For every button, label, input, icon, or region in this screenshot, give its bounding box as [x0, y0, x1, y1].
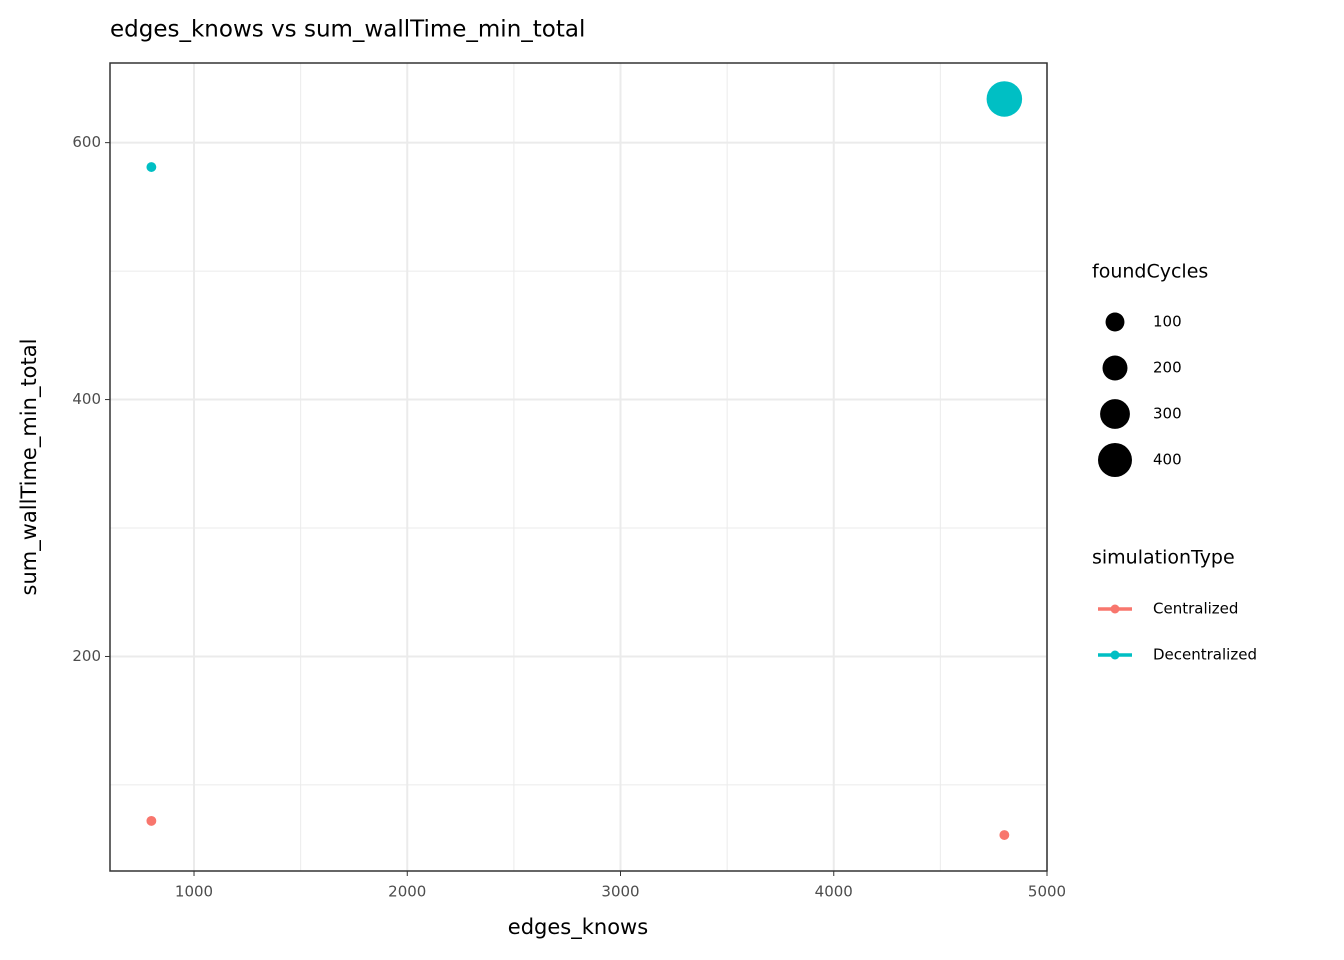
point: [146, 162, 157, 172]
legend-key-point: [1110, 604, 1120, 614]
y-tick-label: 400: [72, 390, 101, 408]
point: [999, 830, 1010, 840]
x-tick-label: 4000: [815, 883, 853, 901]
legend-key-point: [1110, 650, 1120, 660]
x-tick-label: 3000: [601, 883, 639, 901]
size-legend-key: [1105, 312, 1125, 332]
panel-border: [109, 62, 1048, 872]
point: [146, 815, 157, 826]
y-axis-title: sum_wallTime_min_total: [17, 339, 42, 596]
x-tick-label: 5000: [1028, 883, 1066, 901]
x-axis-title: edges_knows: [508, 915, 648, 940]
size-legend-label: 400: [1153, 451, 1182, 469]
size-legend-label: 100: [1153, 313, 1182, 331]
size-legend-title: foundCycles: [1092, 261, 1208, 283]
size-legend-key: [1098, 443, 1132, 477]
x-tick-label: 1000: [175, 883, 213, 901]
y-tick-label: 200: [72, 647, 101, 665]
x-tick-label: 2000: [388, 883, 426, 901]
legend-label: Decentralized: [1153, 646, 1257, 664]
size-legend-key: [1100, 399, 1130, 429]
size-legend-label: 200: [1153, 359, 1182, 377]
y-tick-label: 600: [72, 133, 101, 151]
panel: [110, 63, 1047, 871]
size-legend-label: 300: [1153, 405, 1182, 423]
legend-label: Centralized: [1153, 600, 1238, 618]
color-legend-title: simulationType: [1092, 547, 1235, 569]
chart-title: edges_knows vs sum_wallTime_min_total: [110, 17, 585, 43]
size-legend-key: [1102, 355, 1128, 381]
point: [986, 81, 1023, 117]
